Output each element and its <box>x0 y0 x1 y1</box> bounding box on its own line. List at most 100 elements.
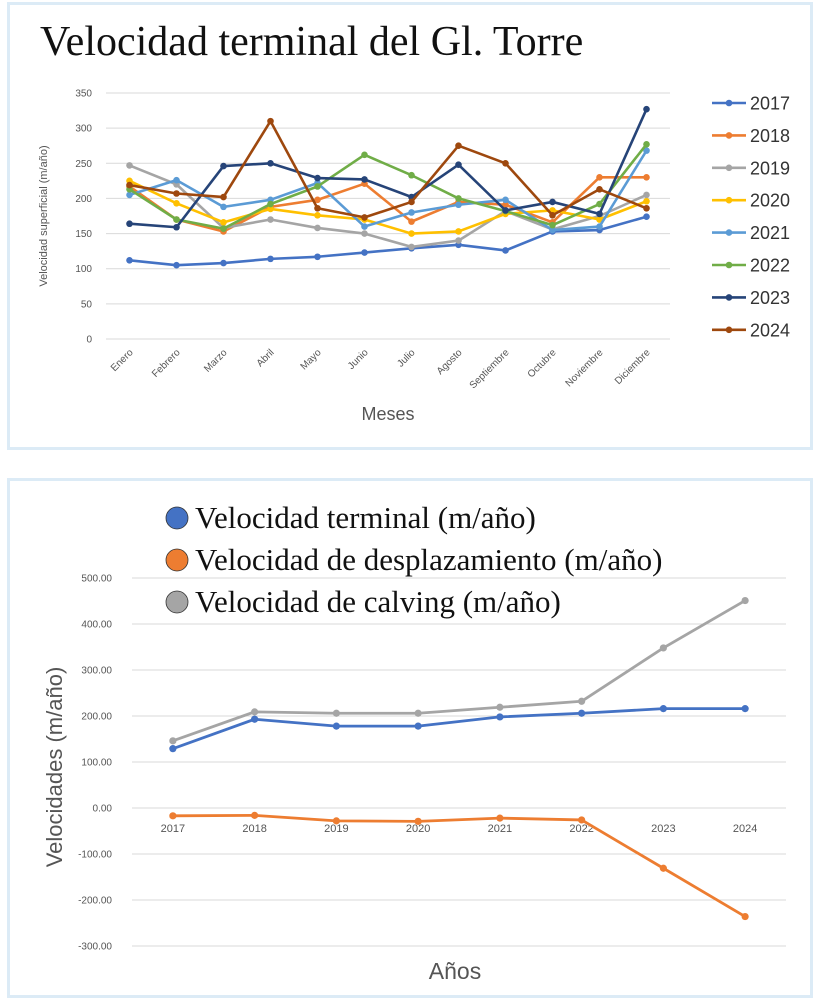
data-point-2017 <box>173 261 180 269</box>
legend-marker-2023 <box>725 294 733 301</box>
data-point-velocidad-terminal-m-a-o <box>251 715 259 723</box>
data-point-2024 <box>173 190 180 197</box>
data-point-velocidad-de-calving-m-a-o <box>332 709 340 717</box>
x-axis-label: Meses <box>361 404 414 424</box>
series-line-velocidad-de-calving-m-a-o <box>172 599 746 743</box>
data-point-velocidad-de-calving-m-a-o <box>741 596 749 605</box>
data-point-2020 <box>173 200 180 207</box>
y-tick-label: 300 <box>75 124 92 135</box>
y-tick-label: 300.00 <box>81 666 112 677</box>
data-point-velocidad-de-desplazamiento-m-a-o <box>496 814 504 822</box>
data-point-2017 <box>643 213 650 221</box>
data-point-2021 <box>408 209 415 216</box>
data-point-2019 <box>643 191 650 199</box>
data-point-velocidad-de-desplazamiento-m-a-o <box>578 816 586 824</box>
yearly-velocity-chart: -300.00 -200.00 -100.00 0.00 100.00 200.00 300… <box>42 500 786 984</box>
y-tick-label: 0 <box>86 335 92 346</box>
legend-label: Velocidad de desplazamiento (m/año) <box>195 542 662 577</box>
data-point-2017 <box>267 255 274 263</box>
data-point-2022 <box>173 216 180 223</box>
data-point-2018 <box>643 174 650 181</box>
series-line-2018 <box>128 176 647 233</box>
data-point-2018 <box>408 218 415 225</box>
data-point-2023 <box>455 161 462 168</box>
x-tick-label: Noviembre <box>564 347 606 389</box>
data-point-2017 <box>126 256 133 264</box>
data-point-2023 <box>549 198 556 206</box>
data-point-2023 <box>173 223 180 231</box>
x-tick-label: Octubre <box>526 347 559 380</box>
series-line-2022 <box>128 143 648 230</box>
y-tick-label: 500.00 <box>81 574 112 585</box>
legend-marker-velocidad-terminal-m-a-o <box>165 506 189 530</box>
y-tick-label: -300.00 <box>78 942 112 953</box>
data-point-velocidad-de-desplazamiento-m-a-o <box>659 864 667 872</box>
data-point-velocidad-terminal-m-a-o <box>414 722 422 730</box>
data-point-2021 <box>596 223 603 230</box>
data-point-2017 <box>502 247 509 254</box>
data-point-2022 <box>455 195 462 202</box>
data-point-velocidad-terminal-m-a-o <box>578 709 586 717</box>
data-point-velocidad-de-desplazamiento-m-a-o <box>741 912 749 921</box>
y-tick-label: 0.00 <box>93 804 113 815</box>
data-point-2024 <box>220 193 227 201</box>
x-tick-label: 2023 <box>651 823 675 835</box>
data-point-2021 <box>549 226 556 234</box>
x-tick-label: Agosto <box>435 347 465 377</box>
data-point-2020 <box>220 219 227 226</box>
data-point-2022 <box>361 151 368 159</box>
x-tick-label: 2019 <box>324 823 348 835</box>
data-point-2023 <box>361 176 368 183</box>
data-point-2024 <box>314 204 321 212</box>
data-point-2022 <box>596 200 603 208</box>
data-point-2019 <box>455 237 462 244</box>
legend-label: 2022 <box>750 256 790 276</box>
data-point-2022 <box>549 221 556 229</box>
y-tick-label: 100.00 <box>81 758 112 769</box>
data-point-2023 <box>267 159 274 167</box>
data-point-2021 <box>643 147 650 154</box>
data-point-2022 <box>220 225 227 232</box>
y-tick-label: 200.00 <box>81 712 112 723</box>
series-line-velocidad-terminal-m-a-o <box>172 707 746 750</box>
y-tick-label: 250 <box>75 159 92 170</box>
data-point-2020 <box>596 216 603 223</box>
data-point-2022 <box>267 200 274 208</box>
monthly-velocity-chart: Velocidad terminal del Gl. Torre 0 50 100 15… <box>38 19 790 424</box>
data-point-velocidad-de-calving-m-a-o <box>578 697 586 705</box>
series-line-2019 <box>129 164 648 249</box>
data-point-velocidad-de-desplazamiento-m-a-o <box>414 817 422 825</box>
data-point-2024 <box>408 198 415 206</box>
data-point-2022 <box>408 171 415 179</box>
data-point-2023 <box>314 174 321 182</box>
data-point-2019 <box>361 230 368 237</box>
series-line-2024 <box>129 119 647 219</box>
legend-marker-velocidad-de-calving-m-a-o <box>165 590 189 614</box>
series-line-2017 <box>129 215 647 267</box>
data-point-2021 <box>455 201 462 209</box>
data-point-2024 <box>361 214 368 221</box>
data-point-velocidad-terminal-m-a-o <box>496 713 504 721</box>
data-point-2023 <box>643 105 650 113</box>
legend-label: 2024 <box>750 320 790 340</box>
data-point-2021 <box>361 223 368 230</box>
y-tick-label: 350 <box>75 89 92 100</box>
data-point-2024 <box>596 185 603 193</box>
data-point-velocidad-de-calving-m-a-o <box>169 737 177 745</box>
legend-label: 2018 <box>750 126 790 146</box>
data-point-2017 <box>220 259 227 267</box>
data-point-2022 <box>643 141 650 148</box>
x-tick-label: Enero <box>109 347 136 374</box>
legend-marker-2024 <box>725 326 733 334</box>
legend-label: 2021 <box>750 223 790 243</box>
data-point-2020 <box>455 228 462 235</box>
chart-panel-monthly: Velocidad terminal del Gl. Torre 0 50 100 15… <box>7 2 813 450</box>
legend-label: 2017 <box>750 94 790 114</box>
series-line-2021 <box>129 149 648 232</box>
y-tick-label: -200.00 <box>78 896 112 907</box>
data-point-velocidad-terminal-m-a-o <box>659 705 667 713</box>
series-line-2023 <box>129 108 648 229</box>
data-point-velocidad-de-desplazamiento-m-a-o <box>251 811 259 819</box>
legend-marker-2020 <box>725 196 733 204</box>
data-point-2024 <box>643 204 650 212</box>
